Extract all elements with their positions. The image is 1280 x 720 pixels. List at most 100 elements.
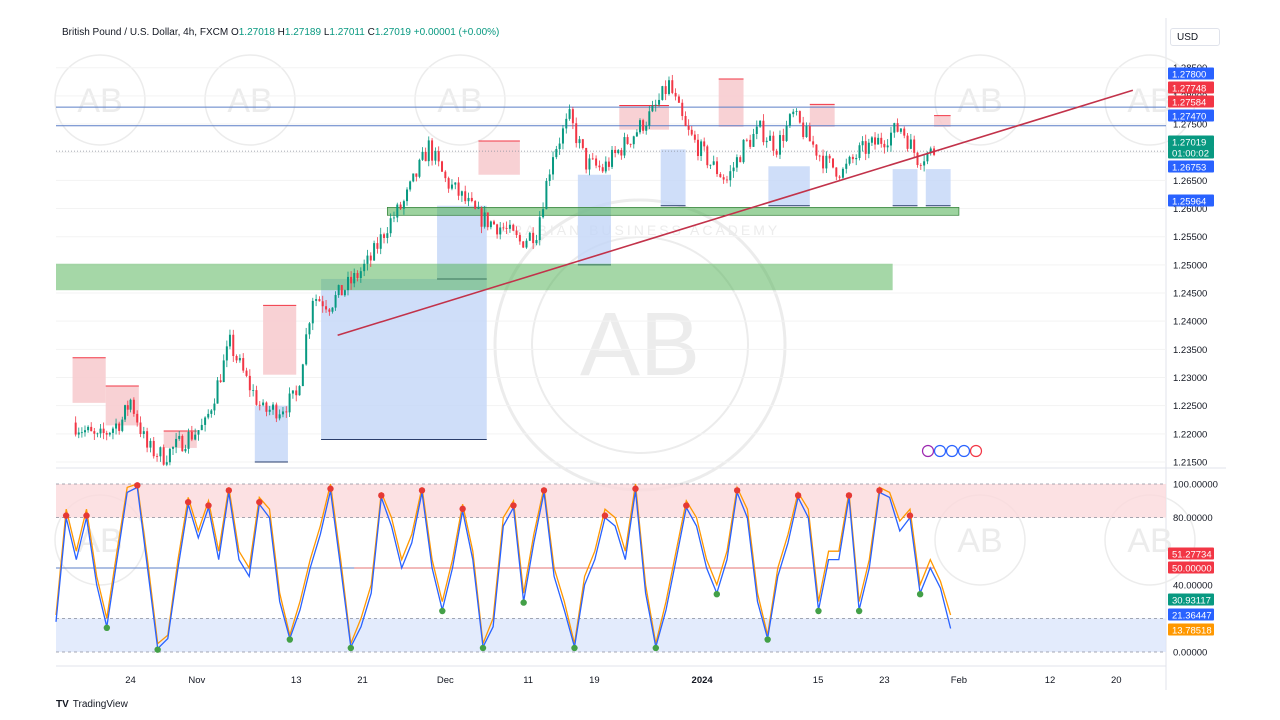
- candle-body: [782, 135, 785, 141]
- candle-body: [197, 430, 200, 435]
- candle-body: [883, 143, 886, 148]
- candle-body: [848, 156, 851, 164]
- watermark-logo: AB: [1127, 522, 1172, 560]
- candle-body: [373, 243, 376, 261]
- candle-body: [399, 204, 402, 209]
- candle-body: [867, 142, 870, 154]
- candle-body: [175, 438, 178, 448]
- candle-body: [124, 405, 127, 420]
- oversold-signal-dot: [855, 607, 863, 615]
- overbought-signal-dot: [876, 487, 883, 494]
- candle-body: [635, 132, 638, 137]
- price-tick-label: 1.24500: [1173, 289, 1207, 300]
- time-tick-label: 13: [291, 675, 302, 686]
- currency-button[interactable]: USD: [1170, 28, 1220, 46]
- candle-body: [441, 161, 444, 172]
- candle-body: [632, 136, 635, 145]
- candle-body: [614, 149, 617, 154]
- candle-body: [340, 285, 343, 296]
- time-tick-label: 15: [813, 675, 824, 686]
- candle-body: [281, 411, 284, 415]
- candle-body: [661, 86, 664, 100]
- candle-body: [366, 255, 369, 264]
- candle-body: [818, 155, 821, 157]
- candle-body: [648, 111, 651, 126]
- low-label: L: [323, 27, 330, 38]
- candle-body: [447, 178, 450, 189]
- candle-body: [528, 232, 531, 241]
- oversold-signal-dot: [764, 636, 771, 643]
- overbought-signal-dot: [906, 512, 914, 519]
- demand-box: [925, 169, 951, 206]
- candle-body: [305, 334, 308, 365]
- overbought-signal-dot: [601, 512, 609, 519]
- candle-body: [855, 157, 858, 160]
- candle-body: [412, 173, 415, 182]
- open-label: O: [230, 27, 239, 38]
- overbought-signal-dot: [794, 492, 802, 499]
- candle-body: [769, 135, 772, 141]
- candle-body: [457, 182, 460, 196]
- candle-body: [654, 104, 657, 106]
- candle-body: [389, 218, 392, 234]
- economic-event-icon: [969, 444, 983, 458]
- candle-body: [792, 111, 795, 115]
- candle-body: [136, 413, 139, 423]
- candle-body: [346, 276, 349, 291]
- candle-body: [204, 417, 207, 425]
- overbought-signal-dot: [225, 487, 233, 494]
- candle-body: [285, 411, 288, 413]
- high-value: 1.27189: [284, 27, 322, 38]
- candle-body: [739, 157, 742, 163]
- price-tick-label: 1.22000: [1173, 429, 1207, 440]
- time-tick-label: 19: [589, 675, 600, 686]
- candle-body: [638, 120, 641, 133]
- candle-body: [496, 224, 499, 235]
- candle-body: [356, 273, 359, 278]
- candle-body: [617, 150, 620, 154]
- candle-body: [828, 155, 831, 159]
- candle-body: [742, 139, 745, 163]
- candle-body: [535, 240, 538, 244]
- oversold-signal-dot: [479, 644, 487, 652]
- watermark-logo: AB: [1127, 82, 1172, 120]
- tradingview-logo-icon: TV: [56, 699, 69, 710]
- overbought-signal-dot: [683, 502, 690, 509]
- candle-body: [194, 434, 197, 440]
- candle-body: [598, 165, 601, 168]
- price-scale-tag-label: 1.27748: [1172, 84, 1206, 95]
- watermark-ring: [204, 54, 296, 146]
- candle-body: [578, 139, 581, 144]
- stoch-value-tag-label: 50.00000: [1172, 564, 1212, 575]
- price-tick-label: 1.25000: [1173, 260, 1207, 271]
- candle-body: [749, 139, 752, 147]
- candle-body: [919, 165, 922, 166]
- candle-body: [258, 404, 261, 406]
- candle-body: [486, 212, 489, 228]
- candle-body: [926, 152, 929, 162]
- candle-body: [298, 386, 301, 396]
- overbought-signal-dot: [184, 498, 192, 506]
- demand-box: [321, 278, 487, 440]
- candle-body: [216, 380, 219, 404]
- overbought-signal-dot: [632, 485, 639, 492]
- candle-body: [129, 399, 132, 410]
- oversold-signal-dot: [347, 644, 355, 652]
- candle-body: [460, 191, 463, 196]
- candle-body: [219, 380, 222, 383]
- tradingview-brand[interactable]: TV TradingView: [56, 699, 128, 710]
- candle-body: [184, 448, 187, 452]
- symbol-name[interactable]: British Pound / U.S. Dollar, 4h, FXCM: [62, 27, 229, 38]
- oversold-band: [56, 618, 1166, 652]
- chart-legend: British Pound / U.S. Dollar, 4h, FXCM O 1…: [62, 27, 499, 38]
- candle-body: [667, 80, 670, 95]
- candle-body: [291, 390, 294, 394]
- overbought-signal-dot: [62, 512, 70, 519]
- stoch-tick-label: 40.00000: [1173, 580, 1213, 591]
- candle-body: [916, 152, 919, 166]
- candle-body: [165, 462, 168, 465]
- candle-body: [611, 149, 614, 167]
- candle-body: [87, 426, 90, 431]
- candle-body: [518, 235, 521, 242]
